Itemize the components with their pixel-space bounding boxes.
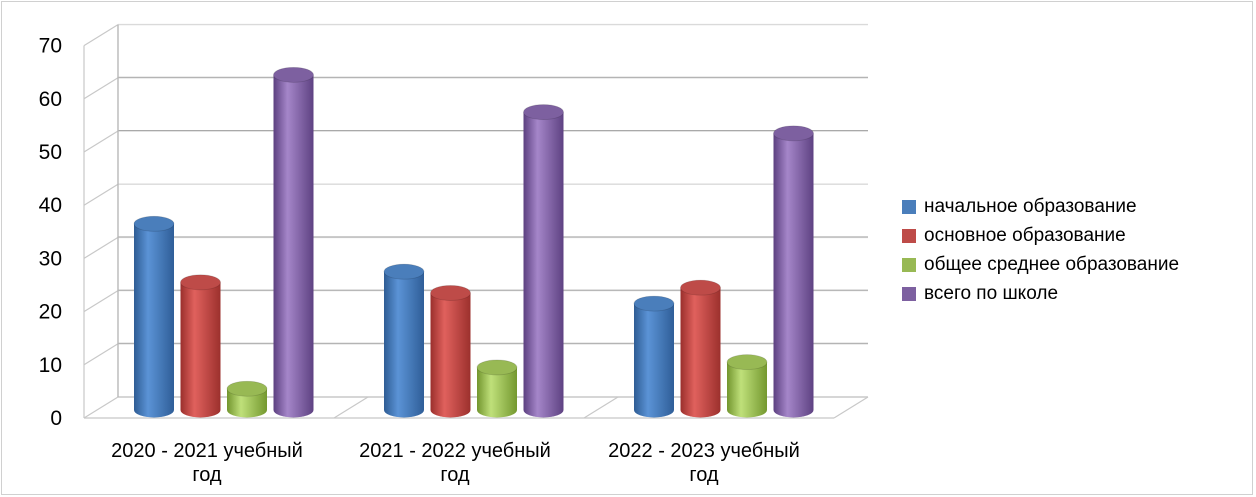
bar-body (634, 303, 674, 418)
bars-layer (133, 66, 814, 418)
floor-divider (583, 396, 619, 419)
bar-body (727, 362, 767, 418)
bar-2-cat-3 (680, 279, 721, 418)
y-tick-label: 40 (39, 194, 62, 217)
y-tick-label: 50 (39, 141, 62, 164)
legend-item: всего по школе (902, 279, 1179, 308)
bar-4-cat-2 (523, 104, 564, 418)
bar-body (273, 74, 314, 418)
bar-2-cat-2 (430, 285, 471, 418)
legend: начальное образование основное образовани… (902, 192, 1179, 308)
bar-body (180, 282, 221, 418)
side-gridline (83, 183, 119, 206)
legend-swatch (902, 286, 916, 301)
x-category-label: год (440, 464, 470, 486)
legend-label: всего по школе (924, 282, 1059, 304)
x-category-label: 2022 - 2023 учебный (608, 440, 800, 462)
side-gridline (83, 24, 119, 47)
legend-label: основное образование (924, 224, 1126, 246)
side-gridline (83, 236, 119, 259)
bar-cap (773, 125, 814, 142)
bar-cap (430, 285, 471, 301)
bar-1-cat-1 (133, 215, 175, 418)
y-tick-label: 10 (39, 354, 62, 377)
legend-item: общее среднее образование (902, 250, 1179, 279)
bar-cap (383, 263, 425, 280)
bar-body (773, 133, 814, 418)
side-gridline (83, 77, 119, 100)
x-category-label: год (192, 464, 222, 486)
legend-label: общее среднее образование (924, 253, 1180, 275)
bar-3-cat-2 (476, 359, 518, 418)
bar-1-cat-3 (633, 295, 675, 418)
bar-body (384, 271, 424, 418)
side-gridline (83, 130, 119, 153)
bar-cap (523, 104, 564, 120)
y-tick-label: 30 (39, 247, 62, 270)
bar-3-cat-3 (726, 354, 768, 418)
bar-cap (680, 279, 721, 296)
y-tick-label: 20 (39, 301, 62, 324)
bar-4-cat-1 (273, 66, 314, 418)
y-tick-label: 0 (50, 407, 62, 430)
bar-2-cat-1 (180, 274, 221, 418)
bar-body (134, 223, 174, 418)
bar-cap (726, 354, 768, 371)
bar-cap (476, 359, 518, 376)
bar-body (430, 292, 471, 418)
legend-swatch (902, 257, 916, 272)
bar-cap (180, 274, 221, 291)
bar-1-cat-2 (383, 263, 425, 418)
legend-item: основное образование (902, 221, 1179, 250)
x-category-label: 2020 - 2021 учебный (111, 440, 303, 462)
legend-swatch (902, 199, 916, 214)
bar-body (227, 388, 267, 418)
bar-3-cat-1 (226, 380, 268, 418)
y-tick-label: 70 (39, 35, 62, 58)
legend-item: начальное образование (902, 192, 1179, 221)
legend-swatch (902, 228, 916, 243)
bar-cap (633, 295, 675, 312)
bar-body (680, 287, 721, 418)
bar-cap (273, 66, 314, 83)
side-gridline (83, 290, 119, 313)
legend-label: начальное образование (924, 195, 1137, 217)
side-gridline (83, 396, 119, 419)
floor-right-edge (833, 396, 869, 419)
x-category-label: год (689, 464, 719, 486)
bar-4-cat-3 (773, 125, 814, 418)
x-category-label: 2021 - 2022 учебный (359, 440, 551, 462)
bar-cap (133, 215, 175, 232)
side-gridline (83, 343, 119, 366)
y-axis-ticks: 0 10 20 30 40 50 60 70 (39, 35, 62, 430)
y-tick-label: 60 (39, 88, 62, 111)
bar-body (477, 367, 517, 418)
bar-body (523, 112, 564, 418)
bar-cap (226, 380, 268, 397)
floor-divider (333, 396, 369, 419)
